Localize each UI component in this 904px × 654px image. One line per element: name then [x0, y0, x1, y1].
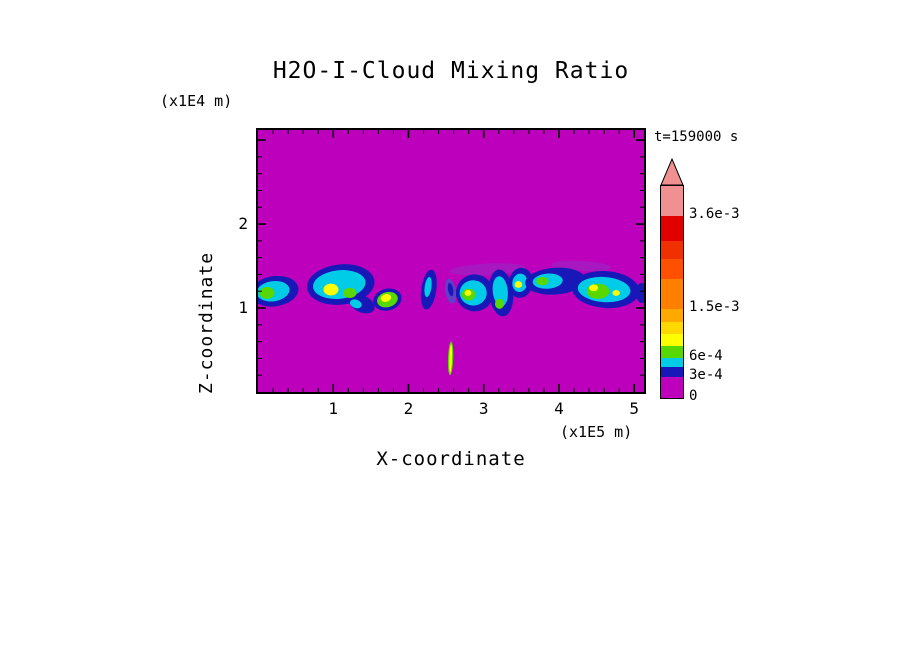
- colorbar-segment: [661, 358, 683, 367]
- colorbar-segment: [661, 377, 683, 398]
- cloud-region-blob-right: [612, 289, 620, 296]
- colorbar-segment: [661, 334, 683, 346]
- z-tick-label: 2: [238, 214, 248, 234]
- colorbar-segment: [661, 367, 683, 377]
- plot-title: H2O-I-Cloud Mixing Ratio: [272, 58, 630, 84]
- cloud-region-faint-ripple-1: [449, 263, 526, 276]
- heatmap-plot-area: [256, 128, 646, 394]
- cloud-region-complex-b: [495, 298, 505, 309]
- x-tick-label: 4: [554, 399, 564, 418]
- colorbar-segment: [661, 346, 683, 358]
- x-axis-title: X-coordinate: [376, 448, 526, 470]
- colorbar-segment: [661, 322, 683, 334]
- x-tick-label: 1: [328, 399, 339, 418]
- colorbar-segment: [661, 241, 683, 259]
- y-axis-unit-label: (x1E4 m): [160, 92, 233, 110]
- cloud-region-complex-b: [492, 276, 508, 307]
- z-tick-label: 1: [238, 298, 248, 318]
- heatmap-svg: [258, 130, 644, 392]
- colorbar-segment: [661, 216, 683, 241]
- cloud-region-wisp: [447, 282, 454, 297]
- cloud-region-left-edge-blob: [259, 287, 275, 299]
- cloud-region-right-edge-sliver: [635, 282, 644, 303]
- cloud-region-thin-blob: [424, 277, 432, 298]
- cloud-region-blob-right: [589, 284, 599, 292]
- colorbar: 3.6e-3 1.5e-3 6e-4 3e-4 0: [660, 158, 780, 418]
- cloud-region-dark-band: [536, 276, 549, 286]
- colorbar-overflow-arrow-icon: [660, 158, 684, 186]
- y-axis-title: Z-coordinate: [196, 251, 217, 394]
- cloud-region-blob-1: [323, 283, 339, 296]
- x-tick-label: 5: [629, 399, 640, 418]
- cloud-region-blob-1: [349, 294, 375, 314]
- colorbar-scale: [660, 185, 684, 399]
- cloud-region-fall-streak: [449, 344, 453, 373]
- colorbar-label: 6e-4: [689, 347, 723, 364]
- cloud-region-streak-1: [380, 294, 392, 302]
- colorbar-segment: [661, 186, 683, 216]
- colorbar-segment: [661, 259, 683, 279]
- x-tick-label: 3: [478, 399, 489, 418]
- time-stamp-label: t=159000 s: [654, 129, 739, 145]
- colorbar-segment: [661, 309, 683, 322]
- colorbar-segment: [661, 279, 683, 309]
- colorbar-label: 3e-4: [689, 367, 723, 383]
- x-axis-unit-label: (x1E5 m): [560, 423, 633, 441]
- colorbar-label: 0: [689, 388, 698, 404]
- cloud-region-complex-a: [464, 289, 472, 296]
- cloud-region-blob-1: [349, 299, 362, 309]
- cloud-region-blob-1: [343, 287, 357, 298]
- colorbar-arrow-shape: [660, 158, 684, 186]
- colorbar-label: 1.5e-3: [689, 298, 740, 315]
- colorbar-label: 3.6e-3: [689, 206, 740, 223]
- cloud-region-complex-c: [514, 281, 523, 288]
- x-tick-label: 2: [403, 399, 414, 418]
